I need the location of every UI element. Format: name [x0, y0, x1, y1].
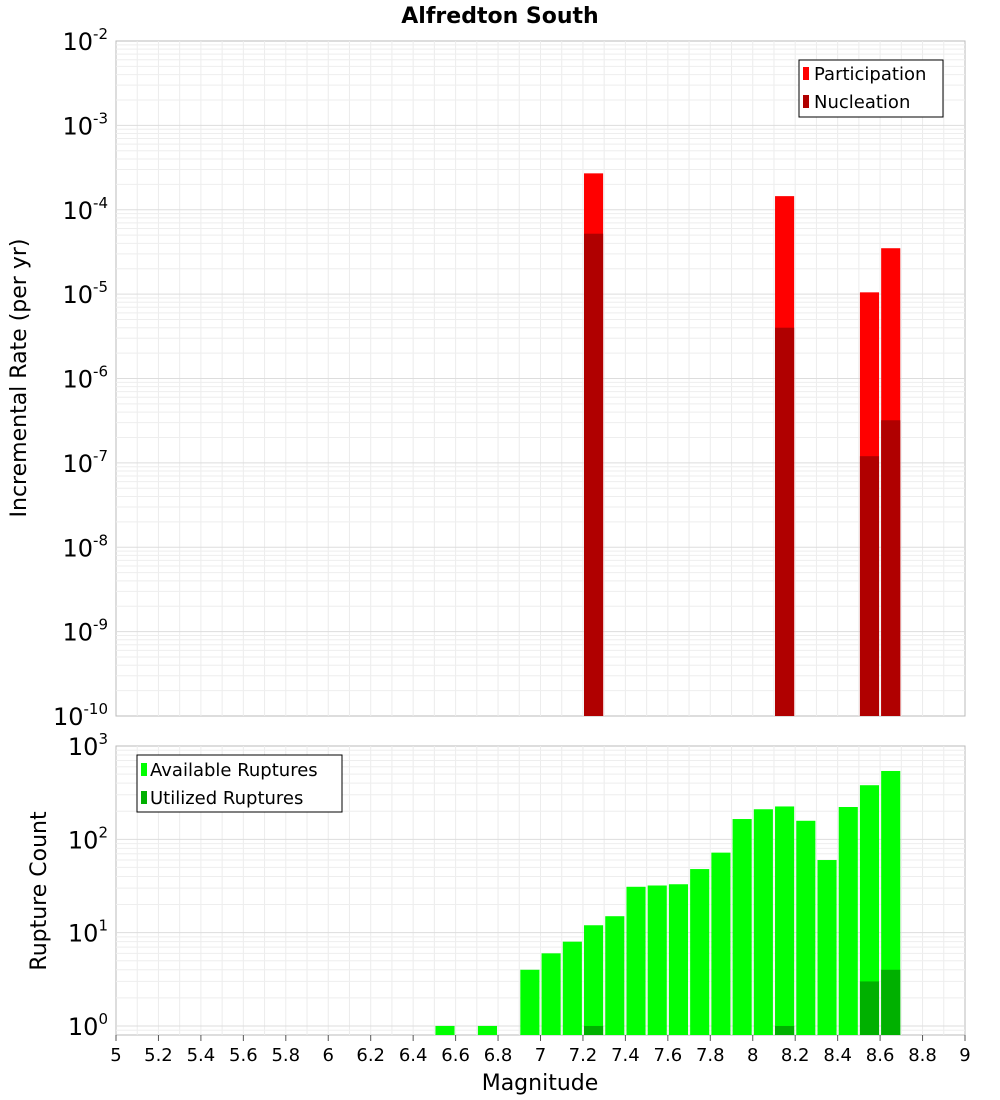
y-tick-label: 10-7	[62, 447, 108, 478]
participation-swatch	[803, 67, 809, 80]
nucleation-legend-label: Nucleation	[814, 92, 910, 113]
x-tick-label: 5.4	[187, 1045, 216, 1066]
available-bar	[605, 916, 625, 1035]
rate-y-axis-label: Incremental Rate (per yr)	[7, 239, 32, 518]
x-tick-label: 6.8	[484, 1045, 513, 1066]
x-tick-label: 5.6	[229, 1045, 258, 1066]
nucleation-bar	[775, 327, 795, 716]
available-bar	[796, 820, 816, 1035]
x-tick-label: 8.6	[866, 1045, 895, 1066]
x-tick-label: 7.4	[611, 1045, 640, 1066]
y-tick-label: 10-4	[62, 194, 108, 225]
available-bar	[647, 885, 667, 1035]
available-bar	[477, 1025, 497, 1035]
x-tick-label: 5.2	[144, 1045, 173, 1066]
available-bar	[881, 770, 901, 1035]
y-tick-label: 10-10	[53, 700, 108, 731]
rate-legend-box	[798, 59, 944, 118]
nucleation-bar	[881, 420, 901, 716]
available-bar	[817, 860, 837, 1035]
x-tick-label: 9	[959, 1045, 970, 1066]
x-tick-label: 7.6	[654, 1045, 683, 1066]
available-bar	[859, 785, 880, 1035]
y-tick-label: 102	[68, 823, 108, 854]
participation-legend-label: Participation	[814, 64, 926, 85]
utilized-bar	[775, 1025, 795, 1035]
x-axis-label: Magnitude	[482, 1071, 599, 1096]
available-bar	[775, 806, 795, 1035]
available-bar	[435, 1025, 455, 1035]
utilized-bar	[881, 969, 901, 1035]
rate-grid	[116, 41, 965, 716]
x-ticks: 5 5.2 5.4 5.6 5.8 6 6.2 6.4 6.6 6.8 7 7.2 7.4 7.6 7.8 8…	[110, 1035, 971, 1066]
nucleation-swatch	[803, 95, 809, 108]
nucleation-bar	[859, 456, 880, 716]
y-tick-label: 103	[68, 730, 108, 761]
count-y-axis-label: Rupture Count	[27, 811, 52, 971]
available-bar	[520, 969, 540, 1035]
nucleation-bar	[584, 233, 604, 716]
available-bar	[711, 852, 731, 1035]
y-tick-label: 10-9	[62, 616, 108, 647]
rate-bars	[584, 173, 901, 717]
count-bars	[435, 770, 901, 1035]
rate-y-ticks: 10-2 10-3 10-4 10-5 10-6 10-7 10-8 10-9 10-10	[53, 25, 108, 731]
x-tick-label: 7	[535, 1045, 546, 1066]
available-swatch	[141, 763, 147, 776]
available-bar	[838, 806, 858, 1035]
rate-legend: Participation Nucleation	[798, 59, 944, 118]
x-tick-label: 5	[110, 1045, 121, 1066]
count-panel: 103 102 101 100 Rupture Count Available Rup…	[27, 730, 966, 1041]
available-legend-label: Available Ruptures	[150, 760, 318, 781]
utilized-bar	[859, 981, 880, 1035]
y-tick-label: 100	[68, 1010, 108, 1041]
available-bar	[753, 809, 773, 1035]
x-tick-label: 7.2	[569, 1045, 598, 1066]
y-tick-label: 10-2	[62, 25, 108, 56]
available-bar	[584, 925, 604, 1035]
available-bar	[690, 869, 710, 1035]
utilized-bar	[584, 1025, 604, 1035]
chart-title: Alfredton South	[401, 4, 598, 29]
x-tick-label: 6	[323, 1045, 334, 1066]
y-tick-label: 10-6	[62, 363, 108, 394]
x-tick-label: 7.8	[696, 1045, 725, 1066]
x-tick-label: 8.4	[823, 1045, 852, 1066]
x-tick-label: 8	[747, 1045, 758, 1066]
y-tick-label: 10-5	[62, 278, 108, 309]
rate-panel: 10-2 10-3 10-4 10-5 10-6 10-7 10-8 10-9 10-10 In…	[7, 25, 966, 731]
x-tick-label: 8.2	[781, 1045, 810, 1066]
count-legend-box	[136, 754, 343, 813]
x-tick-label: 5.8	[271, 1045, 300, 1066]
utilized-swatch	[141, 791, 147, 804]
available-bar	[668, 884, 689, 1035]
x-tick-label: 6.6	[441, 1045, 470, 1066]
y-tick-label: 10-3	[62, 109, 108, 140]
y-tick-label: 10-8	[62, 531, 108, 562]
count-legend: Available Ruptures Utilized Ruptures	[136, 754, 343, 813]
available-bar	[626, 886, 646, 1035]
x-tick-label: 6.4	[399, 1045, 428, 1066]
available-bar	[541, 953, 561, 1035]
y-tick-label: 101	[68, 917, 108, 948]
count-y-ticks: 103 102 101 100	[68, 730, 108, 1041]
x-tick-label: 6.2	[356, 1045, 385, 1066]
x-tick-label: 8.8	[908, 1045, 937, 1066]
available-bar	[562, 941, 582, 1035]
available-bar	[732, 819, 752, 1035]
utilized-legend-label: Utilized Ruptures	[150, 788, 303, 809]
